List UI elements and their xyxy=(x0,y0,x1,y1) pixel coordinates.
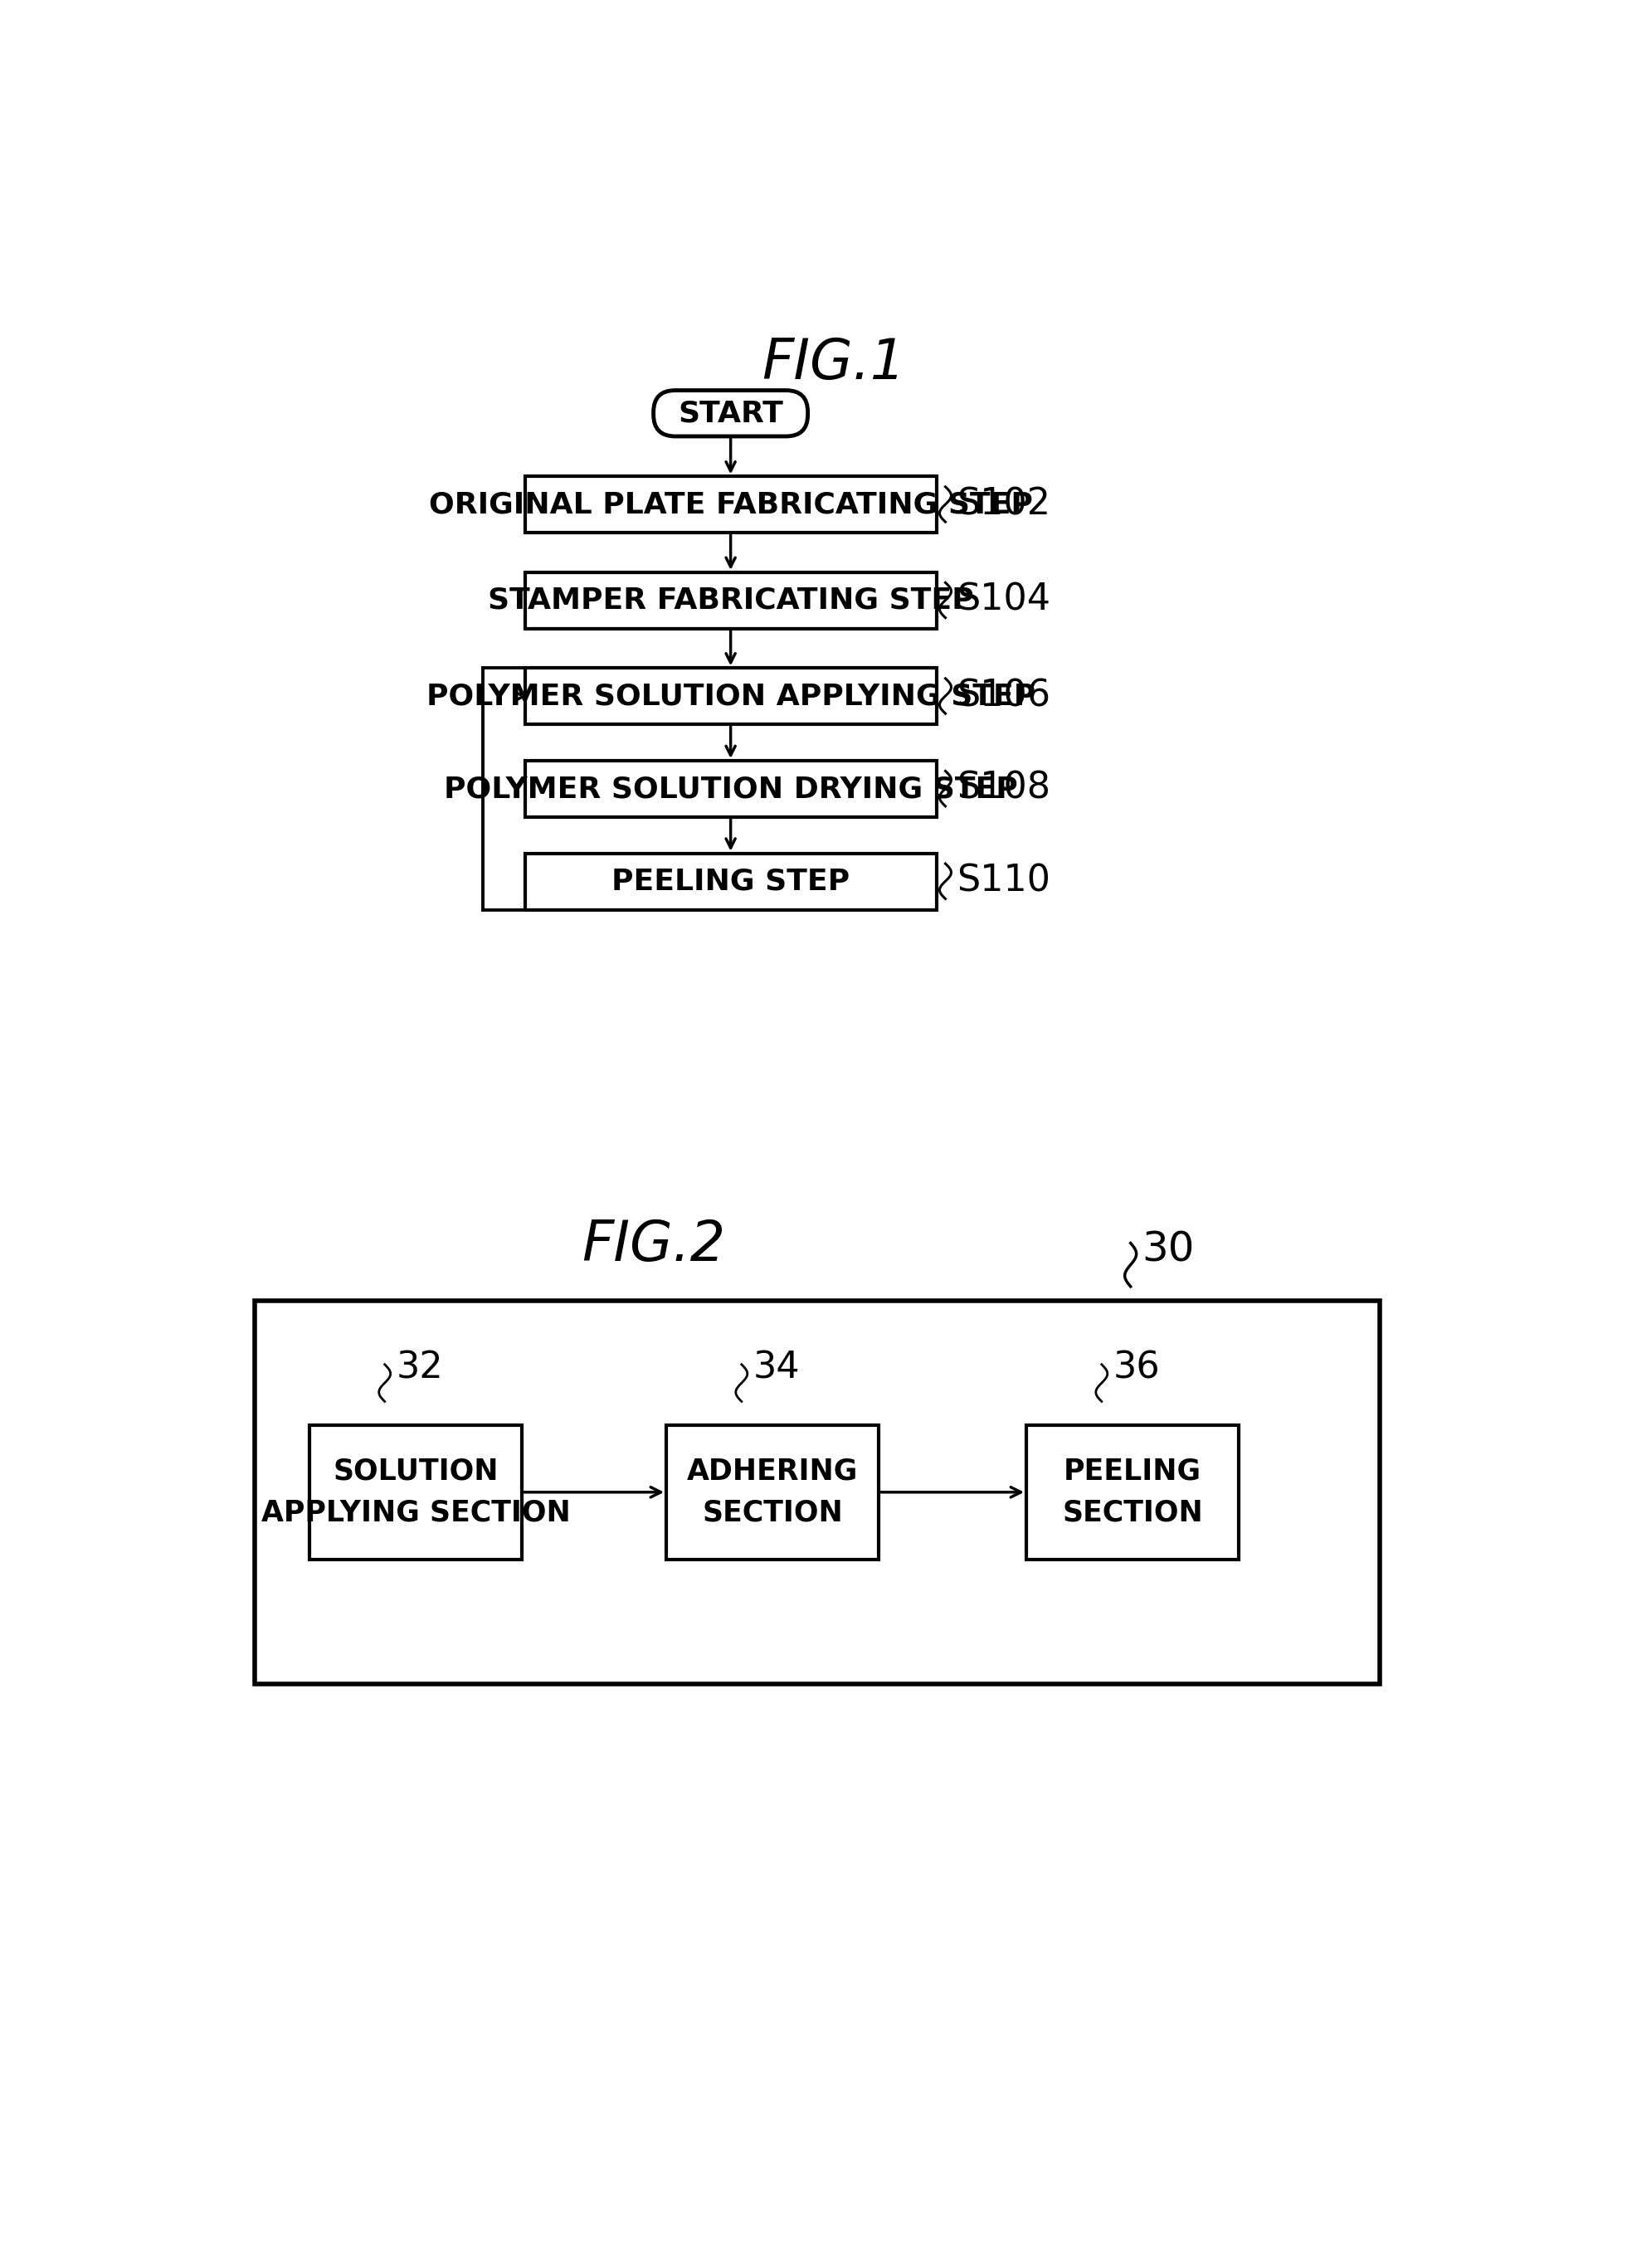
Text: FIG.2: FIG.2 xyxy=(582,1218,726,1272)
FancyBboxPatch shape xyxy=(654,390,807,435)
Text: PEELING STEP: PEELING STEP xyxy=(612,866,849,896)
Text: S110: S110 xyxy=(957,864,1051,898)
Text: 34: 34 xyxy=(753,1349,800,1386)
Text: POLYMER SOLUTION APPLYING STEP: POLYMER SOLUTION APPLYING STEP xyxy=(426,683,1035,710)
Text: START: START xyxy=(678,399,783,426)
Text: S102: S102 xyxy=(957,485,1051,522)
Text: FIG.1: FIG.1 xyxy=(761,336,905,390)
FancyBboxPatch shape xyxy=(255,1300,1380,1683)
FancyBboxPatch shape xyxy=(667,1424,879,1560)
Text: ADHERING
SECTION: ADHERING SECTION xyxy=(687,1458,857,1526)
Text: 32: 32 xyxy=(397,1349,444,1386)
Text: S106: S106 xyxy=(957,678,1051,714)
Text: PEELING
SECTION: PEELING SECTION xyxy=(1062,1458,1202,1526)
Text: S108: S108 xyxy=(957,771,1051,805)
FancyBboxPatch shape xyxy=(526,476,937,533)
Text: ORIGINAL PLATE FABRICATING STEP: ORIGINAL PLATE FABRICATING STEP xyxy=(428,490,1033,519)
Text: S104: S104 xyxy=(957,583,1051,617)
Text: SOLUTION
APPLYING SECTION: SOLUTION APPLYING SECTION xyxy=(260,1458,569,1526)
FancyBboxPatch shape xyxy=(526,572,937,628)
FancyBboxPatch shape xyxy=(526,760,937,816)
FancyBboxPatch shape xyxy=(526,853,937,909)
FancyBboxPatch shape xyxy=(526,669,937,723)
Text: 36: 36 xyxy=(1113,1349,1160,1386)
FancyBboxPatch shape xyxy=(309,1424,522,1560)
Text: POLYMER SOLUTION DRYING STEP: POLYMER SOLUTION DRYING STEP xyxy=(444,776,1017,803)
Text: 30: 30 xyxy=(1142,1229,1194,1270)
Text: STAMPER FABRICATING STEP: STAMPER FABRICATING STEP xyxy=(488,587,973,615)
FancyBboxPatch shape xyxy=(1027,1424,1238,1560)
